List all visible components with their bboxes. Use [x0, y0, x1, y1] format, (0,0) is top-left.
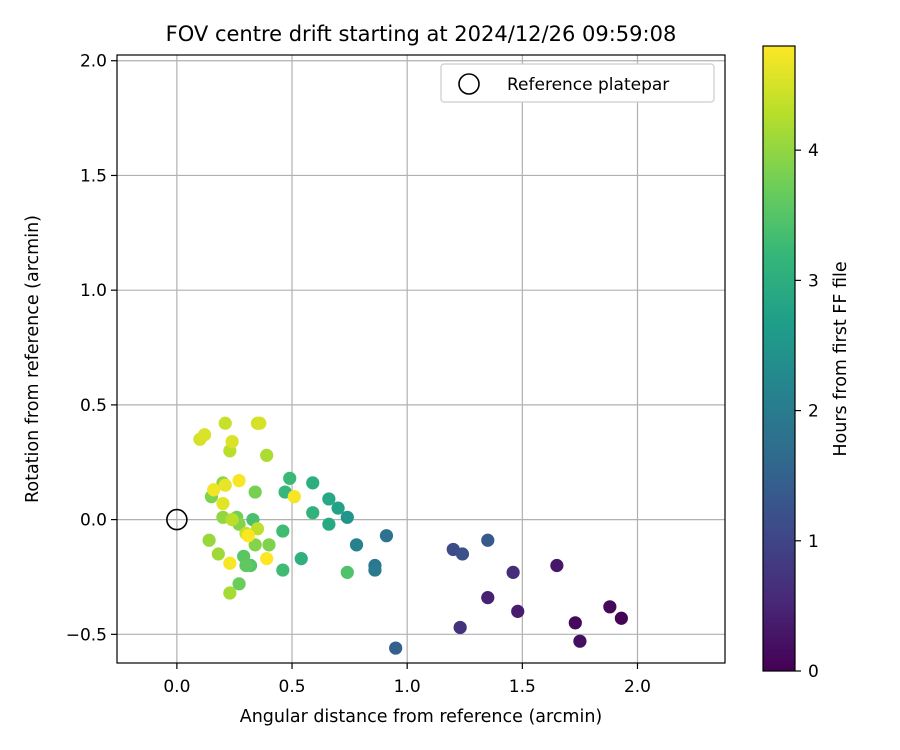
data-point: [306, 476, 320, 490]
data-point: [455, 547, 470, 561]
colorbar-tick-label: 4: [808, 141, 819, 161]
data-point: [453, 620, 467, 635]
data-point: [573, 634, 587, 648]
chart-title: FOV centre drift starting at 2024/12/26 …: [166, 22, 677, 46]
colorbar-tick-label: 3: [808, 271, 819, 291]
data-point: [232, 577, 246, 591]
legend-marker-icon: [458, 73, 480, 95]
y-tick-label: −0.5: [66, 625, 107, 645]
data-point: [340, 510, 354, 524]
data-point: [250, 522, 265, 536]
data-point: [306, 506, 320, 520]
data-point: [550, 558, 564, 573]
reference-platepar-marker: [166, 508, 188, 531]
y-tick-label: 0.5: [80, 396, 107, 416]
legend: Reference platepar: [440, 63, 715, 103]
legend-label: Reference platepar: [507, 75, 669, 95]
data-point: [294, 552, 308, 566]
data-point: [248, 538, 262, 552]
data-point: [389, 641, 403, 655]
data-point: [322, 492, 336, 506]
data-point: [349, 538, 364, 552]
colorbar-ticks: 0 1 2 3 4: [795, 141, 819, 682]
data-point: [340, 565, 354, 579]
x-tick-label: 0.5: [279, 677, 306, 697]
x-tick-label: 1.0: [394, 677, 421, 697]
data-point: [379, 529, 394, 543]
data-point: [603, 600, 617, 614]
y-axis-label: Rotation from reference (arcmin): [23, 215, 43, 503]
data-point: [322, 517, 336, 531]
data-point: [248, 485, 262, 499]
data-point: [276, 563, 290, 577]
data-point: [568, 616, 582, 630]
data-point: [276, 524, 290, 538]
data-point: [506, 565, 520, 579]
data-point: [225, 513, 239, 527]
legend-box: [440, 63, 715, 103]
data-point: [253, 416, 267, 430]
data-point: [218, 478, 232, 492]
colorbar-gradient: [762, 45, 796, 672]
grid-lines: [117, 55, 725, 663]
data-point: [287, 490, 301, 504]
data-point: [481, 591, 495, 605]
x-tick-label: 0.0: [163, 677, 190, 697]
data-point: [614, 611, 628, 625]
data-point: [202, 533, 216, 547]
data-point: [481, 533, 495, 547]
data-point: [331, 501, 345, 515]
data-point: [207, 483, 221, 497]
y-tick-label: 0.0: [80, 511, 107, 531]
y-tick-label: 1.0: [80, 281, 107, 301]
y-tick-label: 1.5: [80, 166, 107, 186]
colorbar-tick-label: 1: [808, 532, 819, 552]
data-point: [223, 586, 237, 600]
data-point: [197, 428, 212, 442]
data-point: [260, 448, 274, 462]
plot-frame: [116, 54, 726, 664]
data-point: [232, 474, 246, 488]
x-tick-label: 1.5: [509, 677, 536, 697]
data-point: [225, 434, 239, 449]
x-axis-label: Angular distance from reference (arcmin): [240, 707, 603, 727]
colorbar-tick-label: 0: [808, 662, 819, 682]
data-point: [283, 471, 297, 485]
data-point: [239, 558, 253, 573]
colorbar-label: Hours from first FF file: [831, 261, 851, 456]
data-point: [368, 563, 382, 577]
y-axis-ticks: −0.5 0.0 0.5 1.0 1.5 2.0: [66, 52, 117, 645]
data-point: [260, 552, 274, 566]
data-point: [511, 604, 525, 618]
data-point: [223, 556, 237, 570]
colorbar: 0 1 2 3 4 Hours from first FF file: [762, 45, 851, 682]
y-tick-label: 2.0: [80, 52, 107, 72]
colorbar-tick-label: 2: [808, 402, 819, 422]
data-point: [211, 547, 225, 561]
data-point: [216, 496, 230, 511]
data-point: [262, 538, 276, 552]
x-axis-ticks: 0.0 0.5 1.0 1.5 2.0: [163, 663, 651, 697]
data-point: [218, 416, 232, 430]
data-point: [241, 529, 255, 543]
data-points: [193, 416, 628, 655]
x-tick-label: 2.0: [624, 677, 651, 697]
